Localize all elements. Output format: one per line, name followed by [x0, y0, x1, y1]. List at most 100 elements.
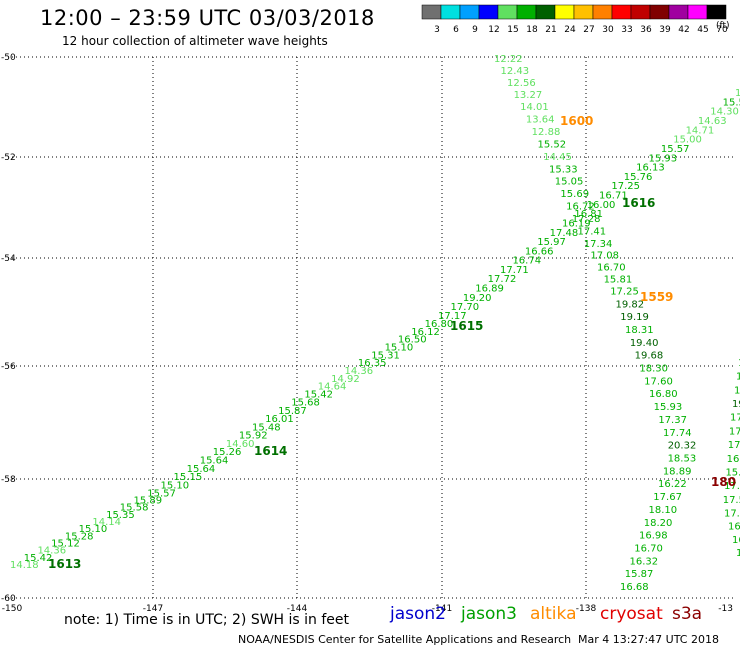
- wave-height-value: 17.4: [734, 385, 740, 396]
- track-1800: 16 17. 17.4 19.26 17.51 17.93 17.26 16.53 15.89 1…: [723, 358, 740, 559]
- wave-height-value: 15.81: [604, 275, 633, 286]
- wave-height-value: 15.10: [79, 524, 108, 535]
- legend-label-36: 36: [640, 25, 652, 35]
- wave-height-value: 14.36: [37, 546, 66, 557]
- wave-height-value: 18.10: [649, 505, 678, 516]
- wave-height-value: 16.89: [475, 284, 504, 295]
- track-time-label: 1613: [48, 557, 81, 571]
- legend-swatch-39: [649, 4, 670, 20]
- legend-swatch-33: [611, 4, 632, 20]
- wave-height-value: 16.71: [599, 191, 628, 202]
- legend-swatch-21: [535, 4, 556, 20]
- wave-height-value: 17.74: [663, 428, 692, 439]
- wave-height-value: 17.25: [611, 181, 640, 192]
- track-time-label: 1600: [560, 114, 593, 128]
- wave-height-value: 15.87: [625, 569, 654, 580]
- wave-height-value: 16.00: [587, 200, 616, 211]
- wave-height-value: 18.30: [639, 364, 668, 375]
- wave-height-value: 14.0: [735, 88, 740, 99]
- lon-tick-label: -150: [2, 604, 23, 614]
- lat-tick-label: -58: [1, 475, 16, 485]
- wave-height-value: 15.12: [51, 539, 80, 550]
- wave-height-value: 16.70: [634, 543, 663, 554]
- legend-label-42: 42: [678, 25, 689, 35]
- wave-height-value: 17.26: [728, 440, 740, 451]
- lat-tick-label: -54: [1, 254, 16, 264]
- wave-height-value: 15.35: [106, 510, 135, 521]
- wave-height-value: 15.69: [560, 189, 589, 200]
- wave-height-value: 17.90: [724, 481, 740, 492]
- legend-unit-label: (ft): [716, 21, 730, 31]
- wave-height-value: 16.53: [727, 454, 740, 465]
- wave-height-value: 15.92: [239, 431, 268, 442]
- legend-label-39: 39: [659, 25, 671, 35]
- legend-label-21: 21: [545, 25, 556, 35]
- wave-height-value: 16: [738, 358, 740, 369]
- lat-tick-label: -60: [1, 594, 16, 604]
- legend-swatch-12: [478, 4, 499, 20]
- wave-height-value: 16.13: [636, 163, 665, 174]
- lat-tick-label: -56: [1, 362, 16, 372]
- wave-height-value: 17.56: [723, 495, 740, 506]
- satellite-s3a: s3a: [672, 604, 703, 624]
- wave-height-value: 17.34: [584, 239, 613, 250]
- wave-height-value: 16.50: [398, 335, 427, 346]
- legend-label-6: 6: [453, 25, 459, 35]
- wave-height-value: 16.32: [630, 556, 659, 567]
- wave-height-value: 16.72: [566, 202, 595, 213]
- wave-height-value: 18.31: [625, 325, 654, 336]
- wave-height-value: 17.70: [451, 302, 480, 313]
- wave-height-value: 1: [736, 548, 740, 559]
- map-subtitle: 12 hour collection of altimeter wave hei…: [62, 34, 328, 48]
- lat-tick-label: -52: [1, 153, 16, 163]
- legend-swatch-18: [516, 4, 537, 20]
- wave-height-value: 14.14: [92, 517, 121, 528]
- wave-height-value: 14.18: [10, 560, 39, 571]
- wave-height-value: 18.89: [663, 466, 692, 477]
- wave-height-value: 17.37: [658, 415, 687, 426]
- wave-height-value: 17.51: [730, 413, 740, 424]
- lon-tick-label: -147: [143, 604, 163, 614]
- legend-swatch-27: [573, 4, 594, 20]
- wave-height-value: 14.36: [344, 366, 373, 377]
- wave-height-value: 15.57: [147, 488, 176, 499]
- wave-height-value: 17.93: [729, 426, 740, 437]
- satellite-jason3: jason3: [461, 604, 517, 624]
- track-time-label: 180: [711, 475, 736, 489]
- wave-height-value: 14.92: [331, 374, 360, 385]
- wave-height-legend: 3 6 9 12 15 18 21 24 27 30 33 36 39 42 45 70: [421, 4, 728, 35]
- wave-height-value: 16.19: [562, 219, 591, 230]
- wave-height-value: 15.89: [134, 496, 163, 507]
- wave-height-value: 16.81: [574, 209, 603, 220]
- wave-height-value: 15.76: [624, 172, 653, 183]
- wave-height-value: 16.70: [597, 263, 626, 274]
- wave-height-value: 17.25: [610, 287, 639, 298]
- wave-height-value: 17.08: [590, 251, 619, 262]
- wave-height-value: 16.66: [525, 246, 554, 257]
- lon-tick-label: -13: [718, 604, 733, 614]
- legend-swatch-42: [668, 4, 689, 20]
- wave-height-value: 13.64: [526, 115, 555, 126]
- wave-height-value: 17.30: [724, 508, 740, 519]
- wave-height-value: 15.10: [160, 480, 189, 491]
- wave-height-value: 17.48: [550, 228, 579, 239]
- wave-height-value: 15.48: [252, 422, 281, 433]
- footer-credit: NOAA/NESDIS Center for Satellite Applica…: [238, 633, 572, 646]
- wave-height-value: 19.68: [635, 351, 664, 362]
- wave-height-value: 16.74: [512, 256, 541, 267]
- legend-swatch-24: [554, 4, 575, 20]
- wave-height-value: 17.41: [578, 227, 607, 238]
- wave-height-value: 12.43: [501, 66, 530, 77]
- wave-height-value: 15.59: [723, 97, 740, 108]
- legend-label-24: 24: [564, 25, 576, 35]
- wave-height-value: 14.01: [520, 102, 549, 113]
- lon-tick-label: -138: [576, 604, 597, 614]
- satellite-cryosat: cryosat: [600, 604, 663, 624]
- wave-height-value: 16.36: [728, 522, 740, 533]
- legend-swatch-3: [421, 4, 442, 20]
- wave-height-value: 14.63: [698, 116, 727, 127]
- legend-label-30: 30: [602, 25, 614, 35]
- satellite-tracks: 14.1815.4214.3615.1215.2815.1014.1415.35…: [10, 54, 740, 593]
- wave-height-value: 15.97: [537, 237, 566, 248]
